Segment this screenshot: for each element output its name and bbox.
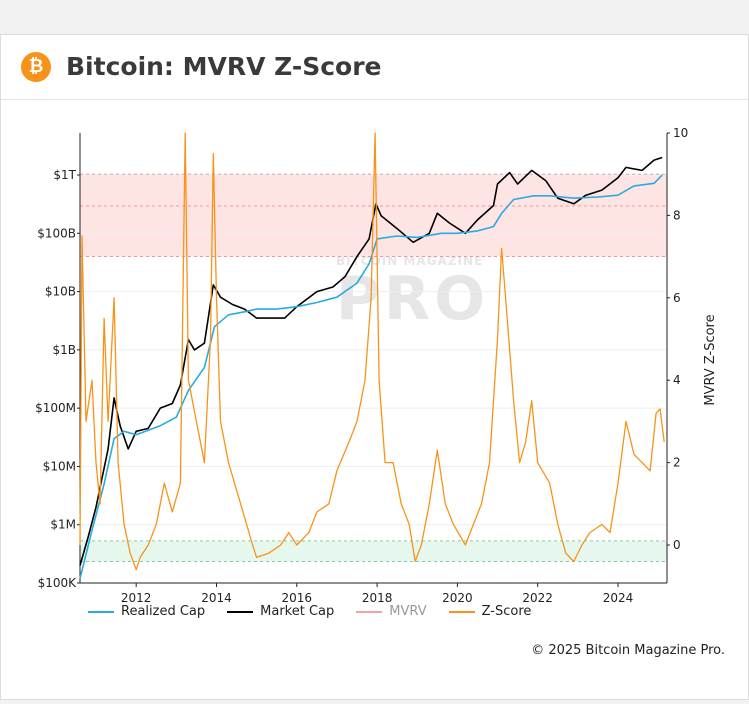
- y-right-tick-label: 0: [673, 538, 681, 552]
- chart-header: ₿ Bitcoin: MVRV Z-Score: [1, 35, 748, 100]
- x-tick-label: 2018: [362, 591, 393, 605]
- legend-label: Realized Cap: [121, 604, 206, 619]
- y-right-tick-label: 6: [673, 291, 681, 305]
- series-z-score: [79, 132, 665, 571]
- legend-swatch: [448, 610, 475, 613]
- legend: Realized Cap Market Cap MVRV Z-Score: [88, 604, 531, 619]
- legend-item-mvrv[interactable]: MVRV: [356, 604, 427, 619]
- y-right-tick-label: 8: [673, 208, 681, 222]
- y-left-tick-label: $100K: [38, 576, 78, 590]
- copyright: © 2025 Bitcoin Magazine Pro.: [531, 643, 725, 658]
- y-left-tick-label: $10M: [43, 459, 76, 473]
- legend-label: Market Cap: [260, 604, 335, 619]
- legend-label: MVRV: [389, 604, 427, 619]
- x-tick-label: 2016: [282, 591, 313, 605]
- y-left-tick-label: $100B: [37, 226, 76, 240]
- x-tick-label: 2012: [121, 591, 152, 605]
- y-left-tick-label: $1T: [53, 168, 76, 182]
- y-left-tick-label: $1B: [52, 343, 76, 357]
- legend-swatch: [227, 610, 254, 613]
- y-left-tick-label: $100M: [35, 401, 76, 415]
- y-right-tick-label: 10: [673, 126, 688, 140]
- y-right-tick-label: 2: [673, 456, 681, 470]
- x-tick-label: 2024: [603, 591, 634, 605]
- series-realized-cap: [79, 174, 663, 579]
- y-right-tick-label: 4: [673, 373, 681, 387]
- chart-title: Bitcoin: MVRV Z-Score: [66, 52, 382, 81]
- zone-undervalued: [80, 540, 667, 562]
- series-market-cap: [79, 156, 663, 566]
- bitcoin-logo-icon: ₿: [21, 52, 51, 82]
- legend-label: Z-Score: [481, 604, 532, 619]
- legend-swatch: [88, 610, 114, 613]
- legend-item-z-score[interactable]: Z-Score: [448, 604, 532, 619]
- y-left-tick-label: $1M: [50, 518, 76, 532]
- legend-item-realized-cap[interactable]: Realized Cap: [88, 604, 205, 619]
- y-left-tick-label: $10B: [45, 285, 76, 299]
- y-right-axis-title: MVRV Z-Score: [703, 314, 718, 405]
- x-tick-label: 2022: [522, 591, 553, 605]
- x-tick-label: 2014: [201, 591, 232, 605]
- x-tick-label: 2020: [442, 591, 473, 605]
- legend-swatch: [356, 610, 383, 613]
- legend-item-market-cap[interactable]: Market Cap: [227, 604, 334, 619]
